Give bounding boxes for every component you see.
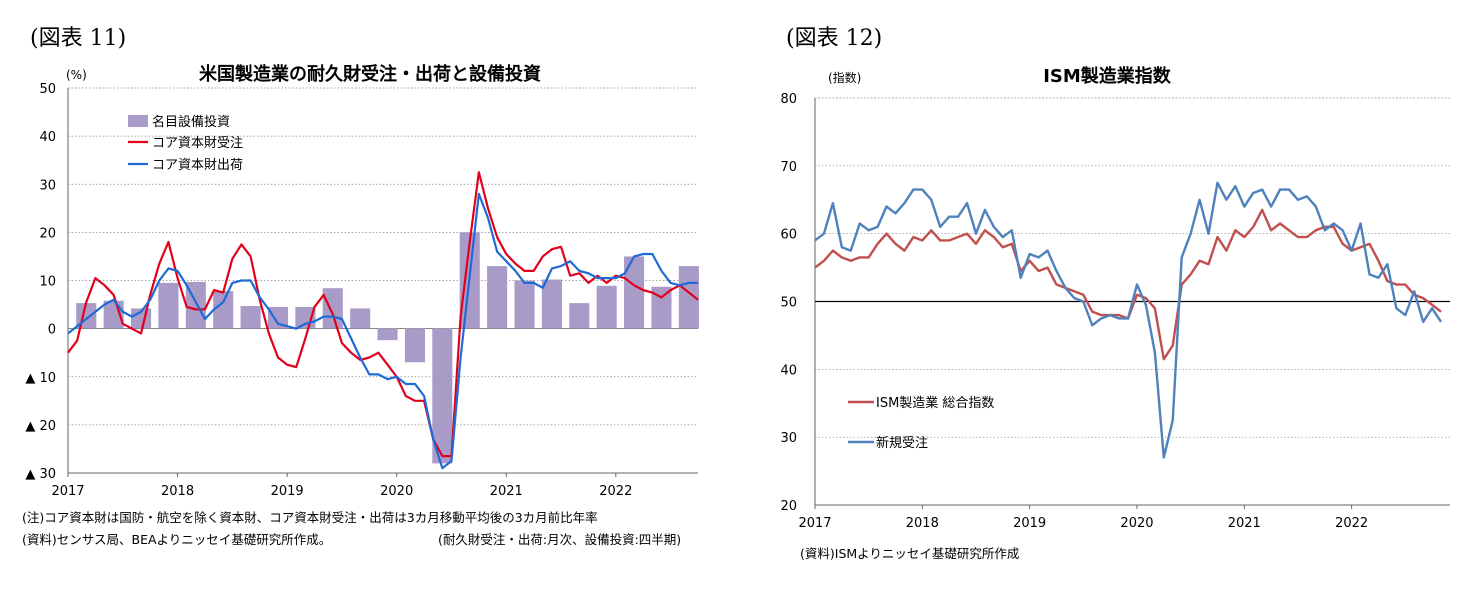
ism-composite-line [814,208,1442,361]
x-tick-label: 2017 [798,516,831,531]
left-footnote-frequency: (耐久財受注・出荷:月次、設備投資:四半期) [438,532,682,547]
capex-bar [678,266,699,329]
capex-bar [569,303,590,329]
y-tick-label: 40 [39,130,56,145]
capex-bar [596,285,617,329]
x-tick-label: 2019 [1013,516,1046,531]
y-tick-label: 60 [780,228,797,243]
capex-bar [213,291,234,329]
y-unit-label: (%) [66,68,87,82]
left-footnote-note: (注)コア資本財は国防・航空を除く資本財、コア資本財受注・出荷は3カ月移動平均後… [22,510,598,525]
y-tick-label: ▲ 30 [25,467,56,482]
chart-title: ISM製造業指数 [1043,65,1172,87]
y-tick-label: 0 [48,323,56,338]
figure-11-label: (図表 11) [30,26,127,51]
legend-label: ISM製造業 総合指数 [876,395,994,411]
capex-bar [487,266,508,329]
legend-label: 新規受注 [876,435,928,451]
y-tick-label: 30 [780,431,797,446]
x-tick-label: 2021 [1228,516,1261,531]
durable-goods-chart: 50 40 30 20 10 0 ▲ 10 ▲ 20 ▲ 30 2017 2018 2019 2020 2… [25,63,699,499]
legend-swatch-bar [128,115,148,127]
capex-bar [404,328,425,363]
capex-bar [624,256,645,329]
capex-bar [322,288,343,329]
core-shipments-line [67,192,698,470]
y-tick-label: 70 [780,160,797,175]
x-tick-label: 2021 [490,484,523,499]
y-tick-label: 20 [39,226,56,241]
capex-bar [350,308,371,329]
x-tick-label: 2017 [51,484,84,499]
capex-bar [267,306,289,329]
capex-bar [158,282,179,329]
y-tick-label: 30 [39,178,56,193]
left-footnote-source: (資料)センサス局、BEAよりニッセイ基礎研究所作成。 [22,532,332,547]
y-tick-label: 50 [780,296,797,311]
legend-label: コア資本財出荷 [152,158,243,173]
y-tick-label: 80 [780,92,797,107]
y-tick-label: 50 [39,82,56,97]
capex-bar [377,328,398,341]
core-orders-line [67,171,699,458]
y-tick-label: 20 [780,499,797,514]
x-tick-label: 2018 [161,484,194,499]
legend-label: コア資本財受注 [152,136,243,151]
capex-bar [432,328,453,464]
legend-label: 名目設備投資 [152,114,230,130]
chart-title: 米国製造業の耐久財受注・出荷と設備投資 [199,63,541,85]
y-tick-label: 10 [39,275,56,290]
figure-12-label: (図表 12) [786,26,883,51]
new-orders-line [814,181,1443,459]
y-unit-label: (指数) [828,70,861,85]
x-tick-label: 2022 [1335,516,1368,531]
x-tick-label: 2020 [380,484,413,499]
capex-bar [541,279,562,329]
capex-bar [240,306,261,329]
x-tick-label: 2020 [1120,516,1153,531]
x-tick-label: 2019 [271,484,304,499]
y-tick-label: ▲ 20 [25,419,56,434]
y-tick-label: ▲ 10 [25,371,56,386]
capex-bar [514,280,535,329]
x-tick-label: 2018 [906,516,939,531]
x-tick-label: 2022 [599,484,632,499]
right-footnote-source: (資料)ISMよりニッセイ基礎研究所作成 [800,546,1020,561]
capex-bar [651,286,672,329]
y-tick-label: 40 [780,363,797,378]
